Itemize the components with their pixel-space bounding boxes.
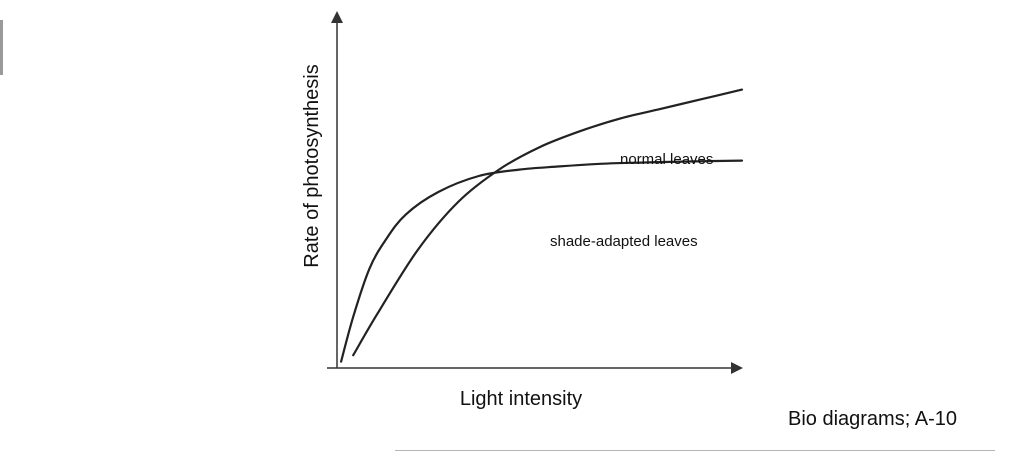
normal-leaves-label: normal leaves [620,151,713,168]
y-axis-label: Rate of photosynthesis [301,64,323,267]
scan-edge-mark [0,20,3,75]
shade-adapted-leaves-label: shade-adapted leaves [550,233,698,250]
normal-leaves-curve [352,88,744,357]
x-axis-label: Light intensity [460,388,582,410]
shade-adapted-leaves-curve [340,159,744,363]
caption-underline [395,450,995,451]
caption-text: Bio diagrams; A-10 [788,408,957,430]
